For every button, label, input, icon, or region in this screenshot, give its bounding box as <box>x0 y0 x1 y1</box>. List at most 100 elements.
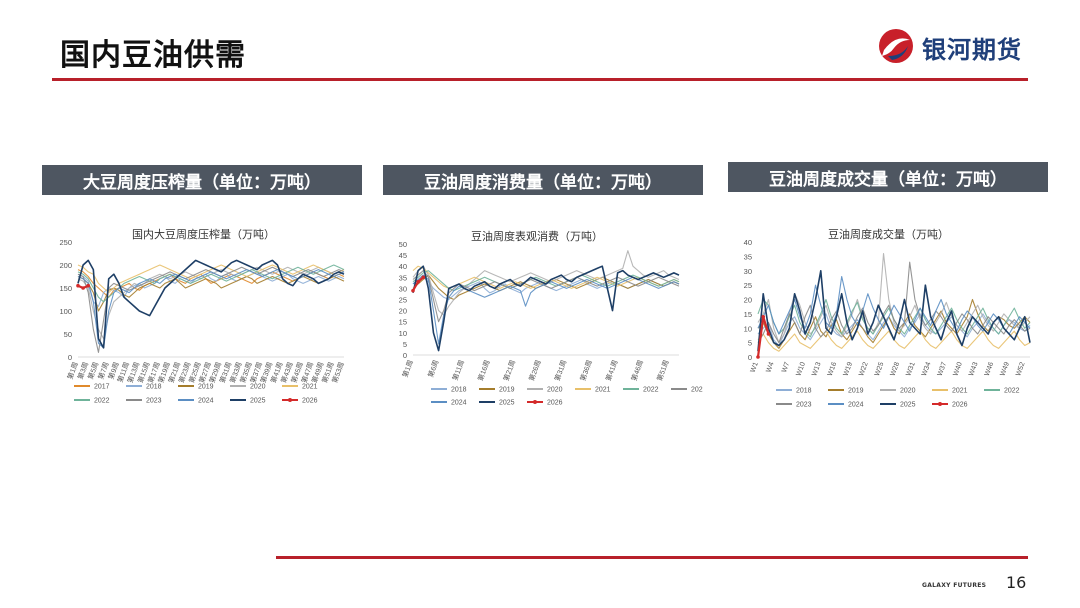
x-tick-label: 第46周 <box>629 359 645 383</box>
legend-label-2020: 2020 <box>250 384 266 391</box>
series-line-2020 <box>77 266 345 340</box>
y-tick-label: 5 <box>403 340 407 349</box>
series-line-2020 <box>757 252 1031 344</box>
series-line-2023 <box>757 261 1031 344</box>
x-tick-label: 第36周 <box>578 359 594 383</box>
y-tick-label: 50 <box>399 240 407 249</box>
series-point-2026 <box>766 332 771 336</box>
legend-label-2025: 2025 <box>900 402 916 409</box>
x-tick-label: W49 <box>999 361 1011 377</box>
legend-marker-2026 <box>938 402 942 406</box>
title-divider <box>52 78 1028 81</box>
series-point-2026 <box>81 286 85 290</box>
footer-brand: GALAXY FUTURES <box>922 582 987 589</box>
x-tick-label: W13 <box>811 361 823 377</box>
crush-chart: 国内大豆周度压榨量（万吨） 0 50 100 150 200 250 第1周 第3周 第5周 第7… <box>42 222 362 414</box>
x-tick-label: W52 <box>1015 361 1027 377</box>
legend-label-2022: 2022 <box>643 387 659 394</box>
legend-label-2024: 2024 <box>451 400 467 407</box>
crush-chart-svg: 050100150200250第1周第3周第5周第7周第9周第11周第13周第1… <box>59 238 345 405</box>
legend-marker-2026 <box>288 398 292 402</box>
y-tick-label: 35 <box>399 273 407 282</box>
y-tick-label: 0 <box>68 353 72 362</box>
y-tick-label: 100 <box>59 307 72 316</box>
brand-name: 银河期货 <box>922 36 1022 64</box>
x-tick-label: 第31周 <box>552 359 568 383</box>
legend-label-2019: 2019 <box>499 387 515 394</box>
legend-label-2026: 2026 <box>547 400 563 407</box>
y-tick-label: 20 <box>744 296 752 305</box>
chart-title: 国内大豆周度压榨量（万吨） <box>132 228 275 241</box>
y-tick-label: 10 <box>399 329 407 338</box>
legend-marker-2026 <box>533 400 537 404</box>
legend-label-2020: 2020 <box>900 388 916 395</box>
footer-divider <box>276 556 1028 559</box>
x-tick-label: W10 <box>795 361 807 377</box>
series-point-2026 <box>416 279 420 284</box>
x-tick-label: 第41周 <box>604 359 620 383</box>
y-tick-label: 5 <box>748 339 752 348</box>
legend-label-2020: 2020 <box>547 387 563 394</box>
x-tick-label: 第6周 <box>426 359 441 379</box>
series-point-2026 <box>761 314 766 319</box>
legend-label-2022: 2022 <box>94 398 110 405</box>
y-tick-label: 25 <box>744 281 752 290</box>
x-tick-label: 第51周 <box>655 359 671 383</box>
series-point-2026 <box>411 288 415 293</box>
series-line-2021 <box>77 264 345 294</box>
x-tick-label: 第26周 <box>527 359 543 383</box>
legend-label-2024: 2024 <box>198 398 214 405</box>
legend-label-2023: 2023 <box>146 398 162 405</box>
y-tick-label: 20 <box>399 307 407 316</box>
x-tick-label: W1 <box>750 361 760 373</box>
series-point-2026 <box>421 275 426 280</box>
series-line-2021 <box>757 330 1031 352</box>
legend-label-2025: 2025 <box>250 398 266 405</box>
x-tick-label: W37 <box>937 361 949 377</box>
series-point-2026 <box>756 355 760 359</box>
legend-label-2025: 2025 <box>499 400 515 407</box>
series-line-2022 <box>412 270 680 292</box>
y-tick-label: 200 <box>59 261 72 270</box>
legend-label-2023: 2023 <box>691 387 703 394</box>
consumption-chart: 豆油周度表观消费（万吨） 0 5 10 15 20 25 30 35 40 45 50 第1周 第6周第… <box>383 224 703 414</box>
series-line-2018 <box>77 271 345 307</box>
series-line-2025 <box>77 259 345 349</box>
page-number: 16 <box>1006 573 1027 592</box>
series-line-2018 <box>412 276 680 301</box>
x-tick-label: 第16周 <box>476 359 492 383</box>
x-tick-label: W16 <box>827 361 839 377</box>
series-line-2025 <box>412 265 680 352</box>
chart-title: 豆油周度表观消费（万吨） <box>471 230 603 243</box>
legend-label-2021: 2021 <box>595 387 611 394</box>
series-line-2022 <box>77 264 345 303</box>
x-tick-label: W43 <box>968 361 980 377</box>
page-title: 国内豆油供需 <box>60 38 246 73</box>
y-tick-label: 30 <box>744 267 752 276</box>
legend-label-2021: 2021 <box>302 384 318 391</box>
y-tick-label: 30 <box>399 284 407 293</box>
panel-header-volume: 豆油周度成交量（单位：万吨） <box>728 162 1048 192</box>
x-tick-label: 第1周 <box>400 359 415 379</box>
x-tick-label: W7 <box>781 361 791 373</box>
chart-title: 豆油周度成交量（万吨） <box>828 228 949 241</box>
legend-label-2026: 2026 <box>952 402 968 409</box>
series-line-2025 <box>757 269 1031 352</box>
legend-label-2026: 2026 <box>302 398 318 405</box>
y-tick-label: 0 <box>403 351 407 360</box>
x-tick-label: 第21周 <box>501 359 517 383</box>
legend-label-2021: 2021 <box>952 388 968 395</box>
y-tick-label: 35 <box>744 252 752 261</box>
legend-label-2019: 2019 <box>198 384 214 391</box>
x-tick-label: W31 <box>905 361 917 377</box>
panel-header-consumption: 豆油周度消费量（单位：万吨） <box>383 165 703 195</box>
y-tick-label: 250 <box>59 238 72 247</box>
x-tick-label: W34 <box>921 361 933 377</box>
y-tick-label: 40 <box>744 238 752 247</box>
x-tick-label: W22 <box>858 361 870 377</box>
x-tick-label: W25 <box>874 361 886 377</box>
x-tick-label: W28 <box>890 361 902 377</box>
series-point-2026 <box>76 283 80 288</box>
